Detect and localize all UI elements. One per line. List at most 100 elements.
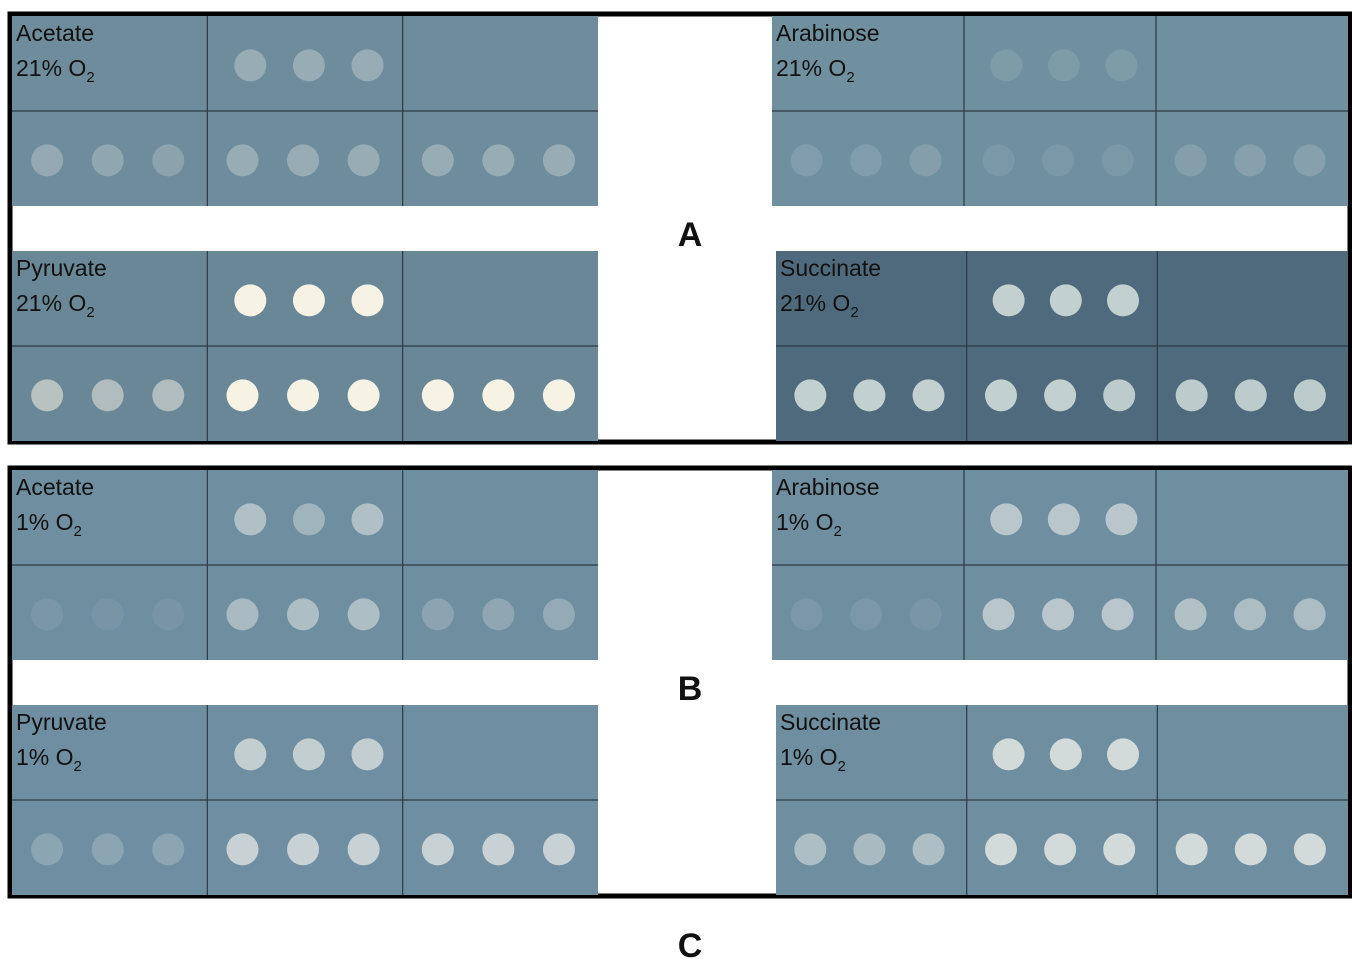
oxygen-text: 1% O: [776, 509, 834, 535]
colony-spot: [1103, 833, 1135, 865]
colony-spot: [1102, 144, 1134, 176]
plate: Succinate 1% O2: [776, 705, 1348, 895]
colony-spot: [1175, 144, 1207, 176]
panel-label: A: [678, 216, 703, 254]
colony-spot: [993, 284, 1025, 316]
colony-spot: [152, 144, 184, 176]
colony-spot: [1235, 379, 1267, 411]
colony-spot: [1042, 144, 1074, 176]
colony-spot: [1175, 598, 1207, 630]
colony-spot: [993, 738, 1025, 770]
carbon-source: Acetate: [16, 20, 94, 46]
oxygen-subscript: 2: [74, 758, 82, 775]
carbon-source: Pyruvate: [16, 255, 107, 281]
colony-spot: [31, 598, 63, 630]
colony-spot: [348, 144, 380, 176]
carbon-source: Succinate: [780, 255, 881, 281]
colony-spot: [1234, 598, 1266, 630]
colony-spot: [1176, 833, 1208, 865]
colony-spot: [352, 49, 384, 81]
colony-spot: [422, 379, 454, 411]
colony-spot: [422, 833, 454, 865]
colony-spot: [1102, 598, 1134, 630]
colony-spot: [1044, 833, 1076, 865]
oxygen-text: 1% O: [780, 744, 838, 770]
colony-spot: [92, 833, 124, 865]
colony-spot: [287, 833, 319, 865]
oxygen-text: 21% O: [16, 55, 86, 81]
plate: Succinate 21% O2: [776, 251, 1348, 441]
colony-spot: [1044, 379, 1076, 411]
oxygen-subscript: 2: [846, 69, 854, 86]
oxygen-text: 1% O: [16, 509, 74, 535]
carbon-source: Acetate: [16, 474, 94, 500]
colony-spot: [287, 144, 319, 176]
oxygen-subscript: 2: [838, 758, 846, 775]
colony-spot: [850, 598, 882, 630]
caption-label: C: [678, 927, 703, 965]
colony-spot: [287, 379, 319, 411]
colony-spot: [422, 144, 454, 176]
colony-spot: [234, 284, 266, 316]
colony-spot: [1050, 284, 1082, 316]
oxygen-subscript: 2: [850, 304, 858, 321]
colony-spot: [1294, 598, 1326, 630]
colony-spot: [983, 598, 1015, 630]
colony-spot: [226, 833, 258, 865]
carbon-source: Pyruvate: [16, 709, 107, 735]
colony-spot: [1103, 379, 1135, 411]
plate: Acetate 1% O2: [12, 470, 598, 660]
colony-spot: [352, 284, 384, 316]
colony-spot: [985, 833, 1017, 865]
colony-spot: [226, 144, 258, 176]
panel-label: B: [678, 670, 703, 708]
colony-spot: [990, 503, 1022, 535]
colony-spot: [293, 503, 325, 535]
colony-spot: [348, 379, 380, 411]
colony-spot: [226, 598, 258, 630]
colony-spot: [352, 738, 384, 770]
plate: Pyruvate 1% O2: [12, 705, 598, 895]
colony-spot: [293, 49, 325, 81]
colony-spot: [352, 503, 384, 535]
carbon-source: Succinate: [780, 709, 881, 735]
colony-spot: [543, 379, 575, 411]
plate: Pyruvate21% O2: [12, 251, 598, 441]
colony-spot: [1107, 738, 1139, 770]
colony-spot: [543, 144, 575, 176]
colony-spot: [293, 738, 325, 770]
colony-spot: [1107, 284, 1139, 316]
colony-spot: [794, 833, 826, 865]
colony-spot: [1176, 379, 1208, 411]
colony-spot: [1042, 598, 1074, 630]
colony-spot: [31, 833, 63, 865]
colony-spot: [234, 738, 266, 770]
oxygen-text: 21% O: [780, 290, 850, 316]
carbon-source: Arabinose: [776, 20, 880, 46]
colony-spot: [92, 379, 124, 411]
colony-spot: [791, 144, 823, 176]
colony-spot: [791, 598, 823, 630]
colony-spot: [226, 379, 258, 411]
colony-spot: [287, 598, 319, 630]
colony-spot: [910, 144, 942, 176]
figure: C Acetate21% O2Arabinose21% O2Pyruvate21…: [0, 0, 1352, 965]
colony-spot: [482, 598, 514, 630]
colony-spot: [853, 833, 885, 865]
colony-spot: [92, 144, 124, 176]
colony-spot: [234, 503, 266, 535]
colony-spot: [293, 284, 325, 316]
colony-spot: [910, 598, 942, 630]
colony-spot: [422, 598, 454, 630]
colony-spot: [543, 833, 575, 865]
colony-spot: [1048, 503, 1080, 535]
colony-spot: [31, 144, 63, 176]
oxygen-text: 1% O: [16, 744, 74, 770]
colony-spot: [985, 379, 1017, 411]
colony-spot: [482, 144, 514, 176]
colony-spot: [1294, 833, 1326, 865]
oxygen-subscript: 2: [74, 523, 82, 540]
colony-spot: [543, 598, 575, 630]
